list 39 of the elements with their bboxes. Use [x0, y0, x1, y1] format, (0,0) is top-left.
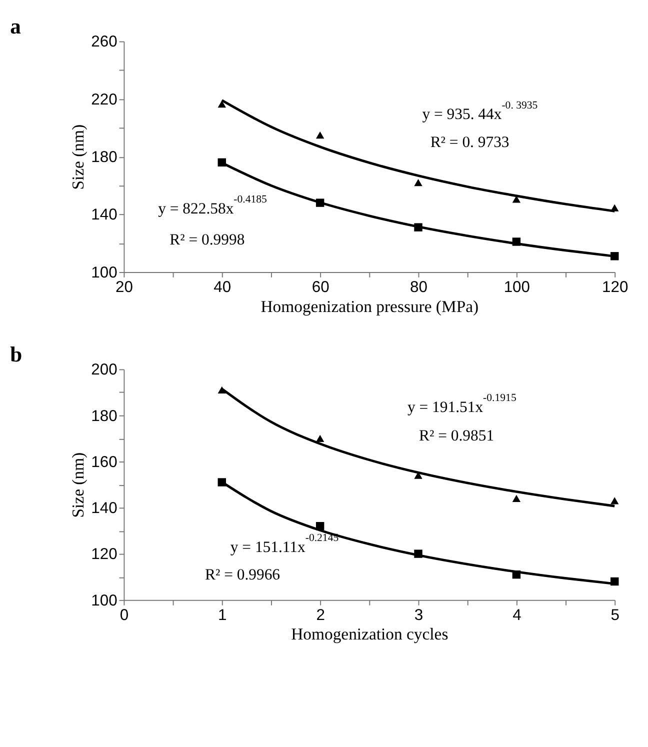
- y-tick-label: 220: [91, 91, 118, 108]
- annotation: R² = 0.9966: [205, 566, 280, 584]
- x-tick-label: 3: [414, 607, 424, 624]
- point: [610, 497, 619, 504]
- x-tick-label: 60: [312, 279, 330, 296]
- point: [316, 434, 324, 442]
- x-tick-label: 4: [512, 607, 522, 624]
- y-axis-title: Size (nm): [68, 452, 88, 518]
- y-axis-title: Size (nm): [68, 124, 88, 190]
- x-tick-label: 40: [214, 279, 232, 296]
- point: [414, 179, 422, 186]
- y-tick-label: 100: [91, 592, 118, 610]
- y-tick-label: 200: [91, 362, 118, 379]
- x-axis-title: Homogenization pressure (MPa): [260, 296, 479, 316]
- x-axis-title: Homogenization cycles: [291, 624, 448, 644]
- x-tick-label: 1: [218, 607, 227, 624]
- y-tick-label: 120: [91, 546, 118, 564]
- x-tick-label: 5: [610, 607, 620, 624]
- x-tick-label: 2: [316, 607, 325, 624]
- y-tick-label: 260: [91, 34, 118, 51]
- annotation: R² = 0.9851: [419, 427, 494, 444]
- x-tick-label: 100: [504, 279, 530, 296]
- annotation: R² = 0. 9733: [430, 134, 510, 152]
- y-tick-label: 140: [91, 206, 118, 224]
- point: [218, 100, 226, 108]
- x-tick-label: 0: [120, 607, 129, 624]
- annotation: R² = 0.9998: [170, 232, 245, 249]
- y-tick-label: 160: [91, 454, 118, 471]
- x-tick-label: 20: [115, 279, 134, 296]
- point: [512, 494, 521, 502]
- y-tick-label: 180: [91, 408, 118, 425]
- x-tick-label: 80: [410, 279, 428, 296]
- y-tick-label: 180: [91, 149, 118, 166]
- chart-title: b: [10, 342, 22, 366]
- y-tick-label: 140: [91, 500, 118, 518]
- x-tick-label: 120: [602, 279, 628, 296]
- chart-title: a: [10, 14, 22, 38]
- y-tick-label: 100: [91, 264, 118, 282]
- point: [316, 131, 324, 139]
